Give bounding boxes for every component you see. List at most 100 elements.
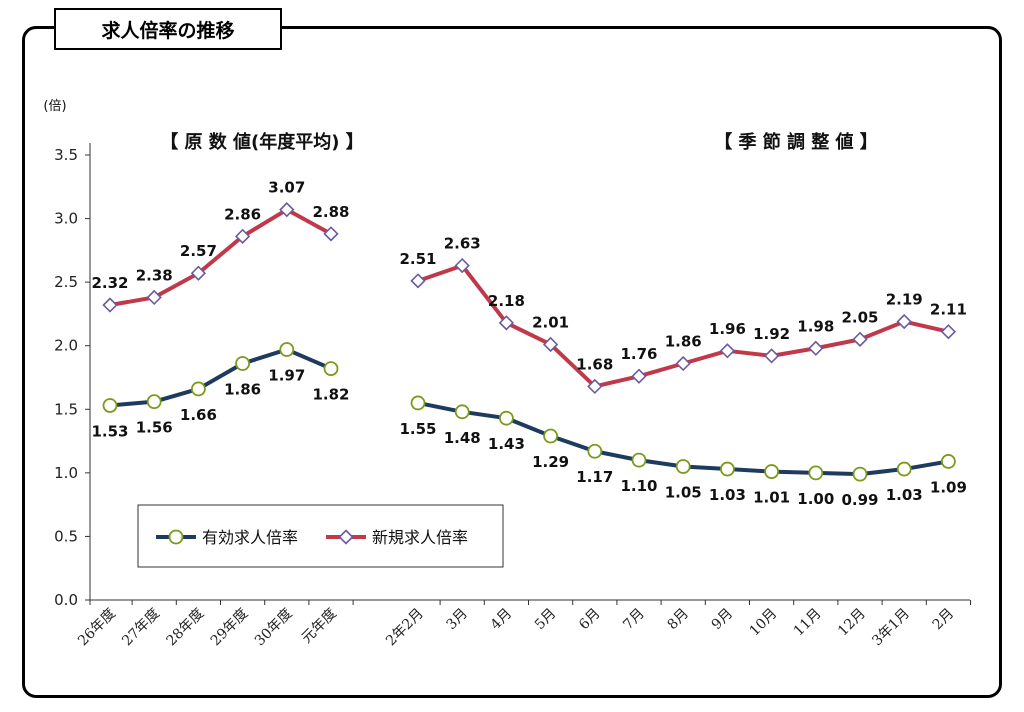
effective-ratio-point: [235, 356, 251, 371]
new-ratio-data-label: 2.38: [136, 266, 173, 284]
new-ratio-data-label: 2.11: [930, 301, 967, 319]
new-ratio-point: [323, 226, 339, 242]
effective-ratio-data-label: 1.03: [886, 486, 923, 504]
x-tick-label: 8月: [665, 606, 693, 634]
y-tick-label: 3.5: [54, 146, 78, 164]
new-ratio-point: [896, 313, 912, 330]
y-tick-label: 1.5: [54, 400, 78, 418]
x-tick-label: 28年度: [164, 606, 208, 650]
new-ratio-data-label: 2.86: [224, 205, 261, 223]
x-tick-label: 30年度: [252, 606, 296, 650]
legend-marker-new: [338, 529, 354, 545]
effective-ratio-point: [675, 459, 691, 474]
new-ratio-data-label: 2.01: [532, 313, 569, 331]
section-title-annual: 【 原 数 値(年度平均) 】: [160, 131, 364, 153]
effective-ratio-point: [454, 404, 470, 420]
new-ratio-data-label: 1.76: [620, 345, 657, 363]
legend-label-effective: 有効求人倍率: [202, 528, 298, 547]
new-ratio-data-label: 2.05: [841, 308, 878, 326]
new-ratio-point: [454, 257, 470, 274]
effective-ratio-data-label: 1.43: [488, 435, 525, 453]
effective-ratio-data-label: 1.17: [576, 468, 613, 486]
new-ratio-point: [410, 273, 426, 289]
new-ratio-data-label: 1.86: [665, 333, 702, 351]
x-tick-label: 3月: [444, 606, 472, 634]
effective-ratio-data-label: 1.01: [753, 489, 790, 507]
effective-ratio-data-label: 1.00: [797, 490, 834, 508]
x-tick-label: 6月: [576, 606, 604, 634]
effective-ratio-data-label: 1.53: [91, 422, 128, 440]
chart-frame: [22, 26, 1002, 698]
new-ratio-line-section1: [109, 207, 332, 307]
x-tick-label: 2年2月: [383, 606, 427, 650]
effective-ratio-data-label: 1.82: [312, 386, 349, 404]
x-tick-label: 10月: [747, 606, 781, 640]
new-ratio-point: [808, 340, 824, 356]
x-tick-label: 9月: [709, 606, 737, 634]
new-ratio-data-label: 3.07: [268, 179, 305, 197]
effective-ratio-data-label: 1.48: [444, 429, 481, 447]
new-ratio-data-label: 1.98: [797, 317, 834, 335]
new-ratio-data-label: 2.88: [312, 203, 349, 221]
effective-ratio-point: [323, 361, 339, 377]
effective-ratio-data-label: 1.05: [665, 484, 702, 502]
new-ratio-point: [940, 324, 957, 340]
x-tick-label: 7月: [620, 606, 648, 634]
y-unit-label: (倍): [43, 99, 66, 114]
y-tick-label: 3.0: [54, 210, 78, 228]
effective-ratio-data-label: 1.66: [180, 406, 217, 424]
x-tick-label: 4月: [488, 606, 516, 634]
new-ratio-data-label: 2.18: [488, 292, 525, 310]
page-title-text: 求人倍率の推移: [101, 19, 235, 42]
effective-ratio-point: [631, 452, 647, 468]
new-ratio-point: [587, 378, 603, 395]
new-ratio-point: [146, 289, 162, 306]
legend-box: [137, 504, 504, 568]
x-tick-label: 5月: [532, 606, 560, 634]
effective-ratio-data-label: 1.97: [268, 367, 305, 385]
effective-ratio-point: [543, 428, 558, 444]
effective-ratio-data-label: 1.86: [224, 381, 261, 399]
new-ratio-data-label: 2.57: [180, 242, 217, 260]
new-ratio-data-label: 1.96: [709, 320, 746, 338]
effective-ratio-point: [720, 461, 735, 477]
x-tick-label: 3年1月: [869, 606, 913, 650]
new-ratio-data-label: 2.51: [399, 250, 436, 268]
new-ratio-data-label: 2.63: [444, 235, 481, 253]
effective-ratio-data-label: 1.09: [930, 478, 967, 496]
effective-ratio-data-label: 0.99: [841, 491, 878, 509]
effective-ratio-data-label: 1.56: [136, 419, 173, 437]
x-tick-label: 29年度: [208, 606, 252, 650]
x-tick-label: 2月: [930, 606, 958, 634]
new-ratio-point: [852, 331, 868, 347]
effective-ratio-point: [498, 410, 514, 426]
effective-ratio-data-label: 1.29: [532, 453, 569, 471]
effective-ratio-point: [896, 461, 912, 477]
effective-ratio-point: [808, 465, 824, 481]
x-tick-label: 11月: [791, 606, 825, 640]
x-tick-label: 12月: [835, 606, 869, 640]
new-ratio-point: [542, 336, 559, 353]
effective-ratio-point: [587, 443, 603, 459]
new-ratio-point: [279, 202, 295, 218]
effective-ratio-point: [190, 381, 206, 397]
section-title-seasonal: 【 季 節 調 整 値 】: [714, 131, 878, 153]
effective-ratio-point: [279, 342, 295, 357]
new-ratio-data-label: 2.19: [886, 291, 923, 309]
effective-ratio-point: [102, 398, 118, 413]
new-ratio-point: [763, 348, 780, 364]
y-tick-label: 2.5: [54, 273, 78, 291]
new-ratio-data-label: 1.92: [753, 325, 790, 343]
new-ratio-point: [675, 355, 691, 372]
y-tick-label: 1.0: [54, 464, 78, 482]
y-tick-label: 0.0: [54, 591, 78, 609]
new-ratio-point: [102, 297, 118, 313]
effective-ratio-point: [410, 395, 426, 411]
effective-ratio-point: [852, 466, 868, 482]
new-ratio-point: [190, 265, 207, 281]
x-tick-label: 27年度: [119, 606, 163, 650]
x-tick-label: 元年度: [299, 606, 340, 647]
effective-ratio-point: [941, 454, 956, 469]
new-ratio-data-label: 1.68: [576, 355, 613, 373]
y-tick-label: 2.0: [54, 337, 78, 355]
